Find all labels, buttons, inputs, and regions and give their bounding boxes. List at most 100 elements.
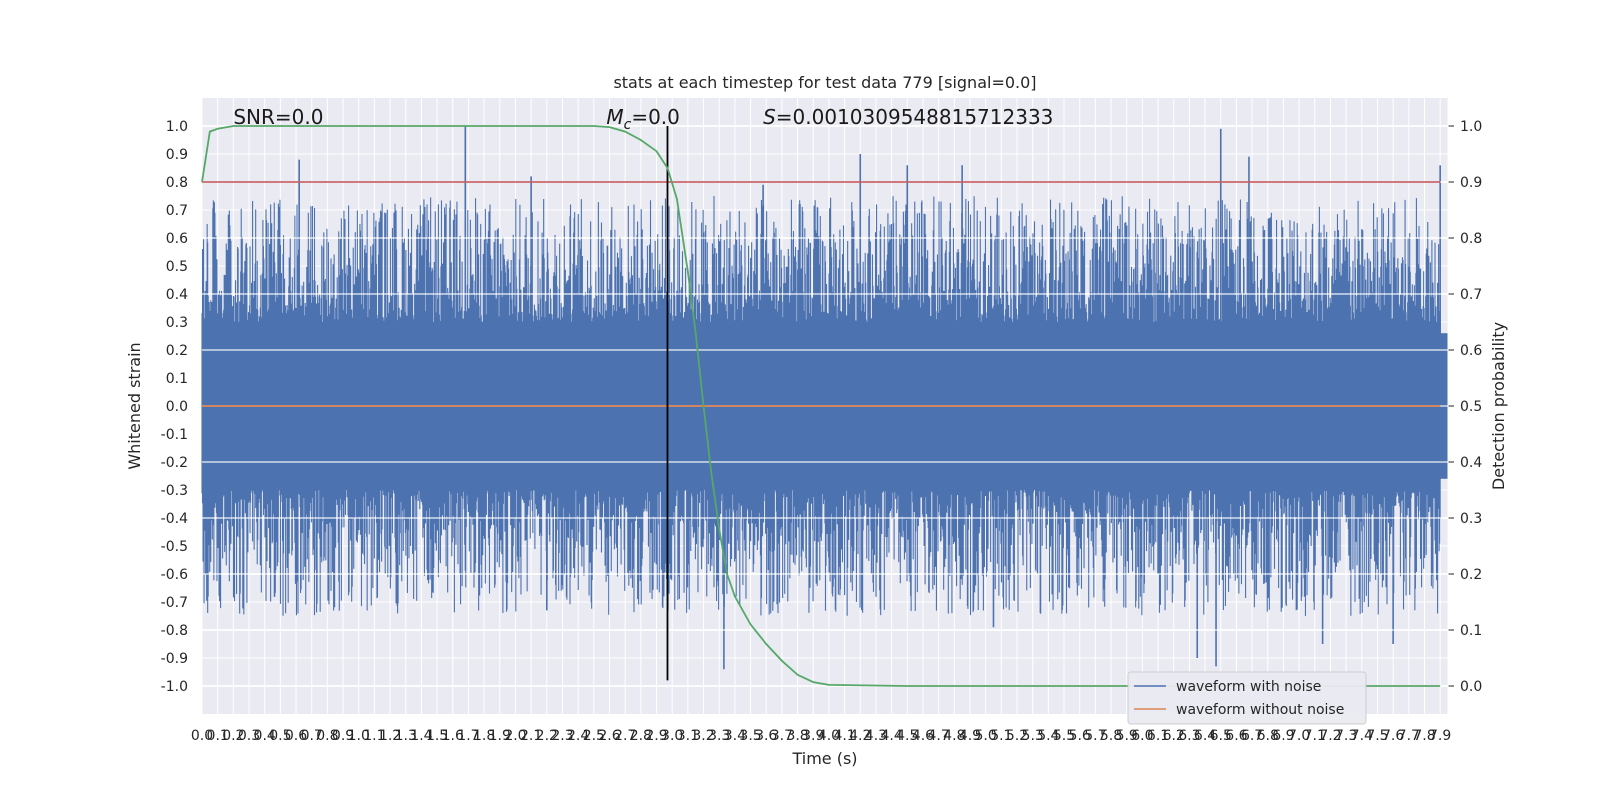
y2-tick-label: 0.9 — [1460, 175, 1482, 191]
annotation-snr: SNR=0.0 — [233, 105, 323, 129]
x-tick-label: 6.0 — [1131, 728, 1153, 744]
x-tick-label: 1.8 — [473, 728, 495, 744]
x-tick-label: 4.1 — [833, 728, 855, 744]
x-tick-label: 3.9 — [802, 728, 824, 744]
x-tick-label: 5.0 — [975, 728, 997, 744]
x-tick-label: 7.0 — [1288, 728, 1310, 744]
x-tick-label: 7.3 — [1335, 728, 1357, 744]
x-tick-label: 7.7 — [1398, 728, 1420, 744]
x-tick-label: 2.8 — [630, 728, 652, 744]
x-tick-label: 0.7 — [301, 728, 323, 744]
annotation-statistic: S=0.0010309548815712333 — [763, 105, 1053, 129]
x-tick-label: 5.1 — [990, 728, 1012, 744]
x-tick-label: 0.8 — [316, 728, 338, 744]
x-tick-label: 5.8 — [1100, 728, 1122, 744]
x-tick-label: 5.2 — [1006, 728, 1028, 744]
x-tick-label: 6.4 — [1194, 728, 1216, 744]
x-tick-label: 3.3 — [708, 728, 730, 744]
x-tick-label: 0.0 — [191, 728, 213, 744]
x-tick-label: 1.6 — [442, 728, 464, 744]
y-tick-label: -0.4 — [161, 511, 188, 527]
y-tick-label: -0.8 — [161, 623, 188, 639]
y-tick-label: 0.2 — [166, 343, 188, 359]
detection-probability-line — [201, 125, 1441, 687]
x-tick-label: 0.6 — [285, 728, 307, 744]
x-tick-label: 6.6 — [1225, 728, 1247, 744]
x-tick-label: 2.3 — [551, 728, 573, 744]
x-tick-label: 0.9 — [332, 728, 354, 744]
y-tick-label: 0.6 — [166, 231, 188, 247]
y-tick-label: 0.0 — [166, 399, 188, 415]
x-tick-label: 2.9 — [645, 728, 667, 744]
x-tick-label: 5.7 — [1084, 728, 1106, 744]
x-tick-label: 3.6 — [755, 728, 777, 744]
x-tick-label: 0.1 — [207, 728, 229, 744]
legend-entry-clean: waveform without noise — [1176, 702, 1344, 718]
x-tick-label: 7.6 — [1382, 728, 1404, 744]
x-tick-label: 7.1 — [1304, 728, 1326, 744]
y-tick-label: -0.6 — [161, 567, 188, 583]
y-tick-label: 0.7 — [166, 203, 188, 219]
x-tick-label: 4.6 — [912, 728, 934, 744]
x-tick-label: 0.3 — [238, 728, 260, 744]
x-tick-label: 0.4 — [254, 728, 276, 744]
x-tick-label: 1.7 — [457, 728, 479, 744]
y2-tick-label: 0.0 — [1460, 679, 1482, 695]
x-tick-label: 7.9 — [1429, 728, 1451, 744]
x-tick-label: 1.2 — [379, 728, 401, 744]
x-tick-label: 6.1 — [1147, 728, 1169, 744]
x-tick-label: 1.4 — [410, 728, 432, 744]
x-tick-label: 5.6 — [1069, 728, 1091, 744]
y-tick-label: 0.9 — [166, 147, 188, 163]
x-tick-label: 4.2 — [849, 728, 871, 744]
y2-tick-label: 0.8 — [1460, 231, 1482, 247]
x-tick-label: 5.4 — [1037, 728, 1059, 744]
y-tick-label: -0.2 — [161, 455, 188, 471]
y-axis-label: Whitened strain — [125, 342, 144, 469]
y2-tick-label: 0.1 — [1460, 623, 1482, 639]
x-axis-label: Time (s) — [791, 749, 857, 768]
legend: waveform with noise waveform without noi… — [1127, 671, 1367, 725]
y-tick-label: 0.1 — [166, 371, 188, 387]
y-tick-label: 1.0 — [166, 119, 188, 135]
x-tick-label: 3.5 — [739, 728, 761, 744]
chart-title: stats at each timestep for test data 779… — [613, 73, 1036, 92]
x-tick-label: 4.8 — [943, 728, 965, 744]
x-tick-label: 2.1 — [520, 728, 542, 744]
x-tick-label: 4.7 — [927, 728, 949, 744]
x-tick-label: 6.7 — [1241, 728, 1263, 744]
y-tick-label: -1.0 — [161, 679, 188, 695]
x-tick-label: 3.1 — [677, 728, 699, 744]
x-tick-label: 6.9 — [1272, 728, 1294, 744]
x-tick-label: 2.4 — [567, 728, 589, 744]
series-lines — [201, 125, 1441, 687]
y-tick-label: 0.3 — [166, 315, 188, 331]
x-tick-label: 4.5 — [896, 728, 918, 744]
x-tick-label: 5.9 — [1116, 728, 1138, 744]
x-tick-label: 2.7 — [614, 728, 636, 744]
legend-entry-noise: waveform with noise — [1176, 679, 1321, 695]
x-tick-label: 1.1 — [363, 728, 385, 744]
x-tick-label: 3.0 — [661, 728, 683, 744]
x-tick-label: 2.2 — [536, 728, 558, 744]
x-tick-label: 0.2 — [222, 728, 244, 744]
x-tick-label: 7.8 — [1413, 728, 1435, 744]
x-tick-label: 3.7 — [771, 728, 793, 744]
x-tick-label: 4.4 — [880, 728, 902, 744]
y2-tick-label: 1.0 — [1460, 119, 1482, 135]
x-tick-label: 4.3 — [865, 728, 887, 744]
x-tick-label: 6.5 — [1210, 728, 1232, 744]
y2-tick-label: 0.6 — [1460, 343, 1482, 359]
x-tick-label: 6.8 — [1257, 728, 1279, 744]
x-tick-label: 6.2 — [1163, 728, 1185, 744]
x-tick-label: 3.4 — [724, 728, 746, 744]
x-tick-label: 5.5 — [1053, 728, 1075, 744]
x-tick-label: 3.8 — [786, 728, 808, 744]
y2-tick-label: 0.2 — [1460, 567, 1482, 583]
y2-tick-label: 0.3 — [1460, 511, 1482, 527]
x-tick-label: 7.4 — [1351, 728, 1373, 744]
x-tick-label: 7.5 — [1366, 728, 1388, 744]
x-tick-label: 5.3 — [1022, 728, 1044, 744]
